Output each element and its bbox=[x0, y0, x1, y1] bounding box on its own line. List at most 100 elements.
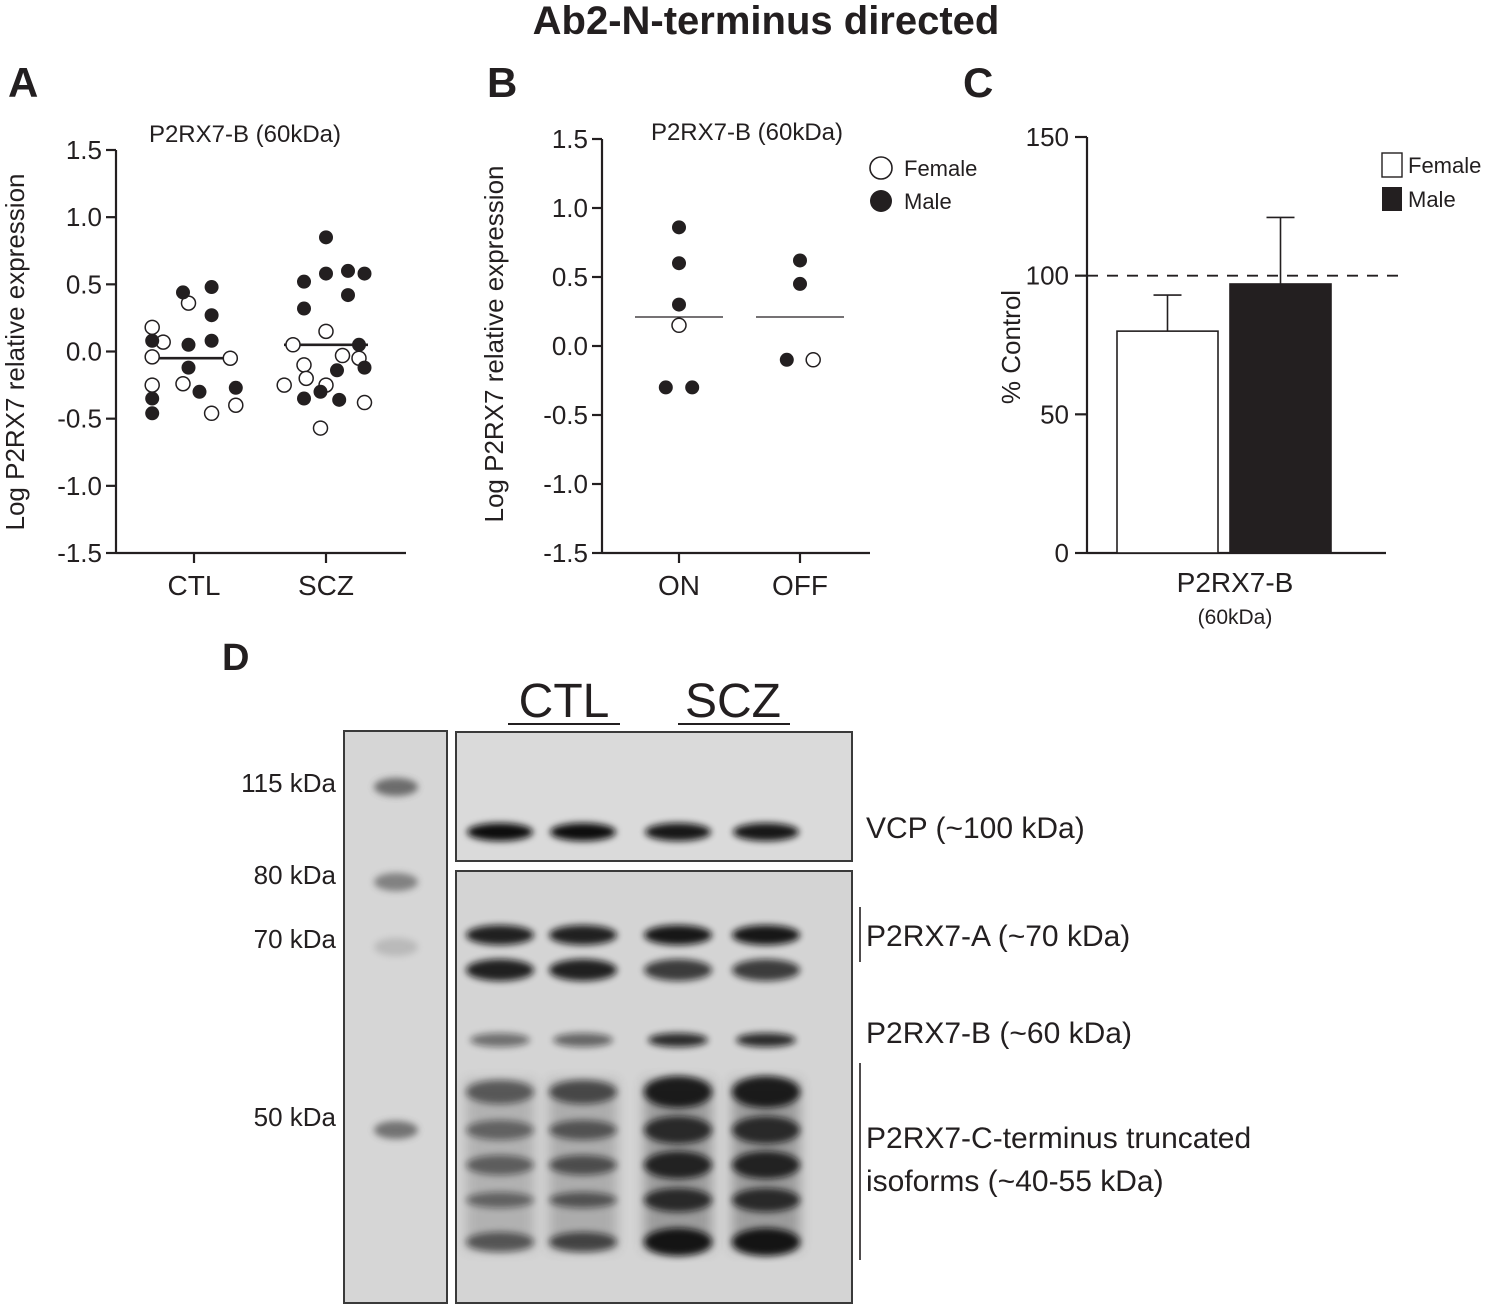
female-point bbox=[334, 347, 351, 364]
ladder-label-115: 115 kDa bbox=[241, 768, 336, 798]
male-point bbox=[357, 266, 372, 281]
truncated-band bbox=[549, 1120, 617, 1140]
male-point bbox=[319, 230, 333, 245]
male-point bbox=[793, 253, 807, 268]
male-point bbox=[204, 280, 219, 295]
figure-title: Ab2-N-terminus directed bbox=[533, 0, 1000, 43]
female-point bbox=[203, 405, 220, 422]
male-point bbox=[658, 380, 673, 395]
legend-female-label: Female bbox=[1408, 153, 1481, 178]
y-tick-label: 100 bbox=[1026, 261, 1069, 291]
band-label-vcp: VCP (~100 kDa) bbox=[866, 812, 1085, 845]
male-point bbox=[779, 352, 794, 367]
panel-c-xlabel-sub: (60kDa) bbox=[1198, 606, 1273, 629]
female-point bbox=[276, 377, 292, 393]
panel-b-ylabel: Log P2RX7 relative expression bbox=[479, 166, 509, 523]
ladder-band bbox=[374, 873, 418, 891]
legend-male-swatch bbox=[1382, 187, 1402, 211]
female-point bbox=[296, 357, 312, 373]
p2rx7-b-band bbox=[648, 1033, 708, 1047]
truncated-band bbox=[466, 1232, 534, 1252]
female-point bbox=[222, 350, 239, 366]
y-tick-label: 150 bbox=[1026, 122, 1069, 152]
p2rx7-a-lower-band bbox=[466, 959, 534, 981]
male-point bbox=[145, 406, 160, 421]
male-point bbox=[793, 276, 807, 291]
band-label-p2rx7-b: P2RX7-B (~60 kDa) bbox=[866, 1017, 1132, 1050]
truncated-band bbox=[732, 1188, 800, 1212]
truncated-band bbox=[644, 1116, 712, 1144]
panel-c-xlabel: P2RX7-B bbox=[1177, 567, 1294, 598]
male-point bbox=[145, 391, 160, 406]
p2rx7-a-band bbox=[732, 925, 800, 945]
male-point bbox=[332, 392, 347, 407]
panel-a-axes: 1.5 1.0 0.5 0.0 -0.5 -1.0 -1.5 CTL SCZ bbox=[57, 135, 406, 601]
group-label-ctl: CTL bbox=[519, 675, 610, 728]
y-tick-label: -1.5 bbox=[543, 538, 588, 568]
ladder-membrane bbox=[343, 730, 448, 1304]
y-tick-label: 0.0 bbox=[66, 337, 102, 367]
band-label-truncated-2: isoforms (~40-55 kDa) bbox=[866, 1165, 1164, 1198]
panel-letter-c: C bbox=[963, 59, 993, 106]
y-tick-label: 1.0 bbox=[552, 193, 588, 223]
p2rx7-b-band bbox=[553, 1033, 613, 1047]
panel-a-ylabel: Log P2RX7 relative expression bbox=[0, 174, 30, 531]
male-point bbox=[672, 297, 686, 312]
panel-b-scatter: P2RX7-B (60kDa) Log P2RX7 relative expre… bbox=[479, 119, 977, 601]
blot-bands bbox=[466, 823, 800, 1256]
panel-c-marks bbox=[1087, 216, 1405, 554]
ladder-band bbox=[374, 1121, 418, 1139]
y-tick-label: 0 bbox=[1055, 538, 1069, 568]
male-point bbox=[330, 363, 344, 378]
p2rx7-a-band bbox=[644, 925, 712, 945]
p2rx7-a-lower-band bbox=[644, 959, 712, 981]
panel-a-title: P2RX7-B (60kDa) bbox=[149, 121, 341, 148]
male-point bbox=[319, 266, 333, 281]
vcp-band bbox=[645, 823, 711, 841]
panel-c-ylabel: % Control bbox=[996, 290, 1026, 404]
x-tick-label: OFF bbox=[772, 570, 828, 601]
vcp-membrane bbox=[455, 731, 853, 862]
legend-male-marker bbox=[870, 190, 892, 212]
male-point bbox=[297, 274, 311, 289]
legend-female-swatch bbox=[1381, 152, 1403, 178]
male-point bbox=[685, 380, 700, 395]
male-point bbox=[672, 220, 686, 235]
panel-b-title: P2RX7-B (60kDa) bbox=[651, 119, 843, 146]
p2rx7-a-lower-band bbox=[549, 959, 617, 981]
truncated-band bbox=[549, 1080, 617, 1104]
male-point bbox=[176, 285, 190, 300]
y-tick-label: 50 bbox=[1040, 399, 1069, 429]
male-point bbox=[297, 391, 311, 406]
truncated-band bbox=[466, 1120, 534, 1140]
male-point bbox=[357, 360, 372, 375]
male-point bbox=[192, 384, 207, 399]
truncated-band bbox=[644, 1151, 712, 1179]
bar-female bbox=[1116, 330, 1219, 554]
p2rx7-b-band bbox=[736, 1033, 796, 1047]
y-tick-label: -1.0 bbox=[543, 469, 588, 499]
female-point bbox=[175, 375, 191, 392]
female-point bbox=[298, 370, 314, 387]
y-tick-label: -0.5 bbox=[57, 404, 102, 434]
male-point bbox=[181, 360, 196, 375]
female-point bbox=[671, 317, 687, 334]
y-tick-label: 1.0 bbox=[66, 202, 102, 232]
panel-letter-b: B bbox=[487, 59, 517, 106]
group-label-scz: SCZ bbox=[685, 675, 781, 728]
truncated-band bbox=[732, 1228, 800, 1256]
truncated-band bbox=[644, 1228, 712, 1256]
y-tick-label: 0.5 bbox=[66, 269, 102, 299]
truncated-band bbox=[549, 1232, 617, 1252]
female-point bbox=[312, 420, 329, 436]
y-tick-label: -1.0 bbox=[57, 471, 102, 501]
legend-female-label: Female bbox=[904, 156, 977, 181]
panel-d-western-blot: CTL SCZ 115 kDa 80 kDa 70 kDa 50 kDa VCP… bbox=[241, 675, 1251, 1304]
truncated-band bbox=[466, 1155, 534, 1175]
male-point bbox=[204, 333, 219, 348]
y-tick-label: 0.5 bbox=[552, 262, 588, 292]
male-point bbox=[204, 308, 219, 323]
panel-b-legend: Female Male bbox=[869, 156, 977, 214]
x-tick-label: CTL bbox=[168, 570, 221, 601]
